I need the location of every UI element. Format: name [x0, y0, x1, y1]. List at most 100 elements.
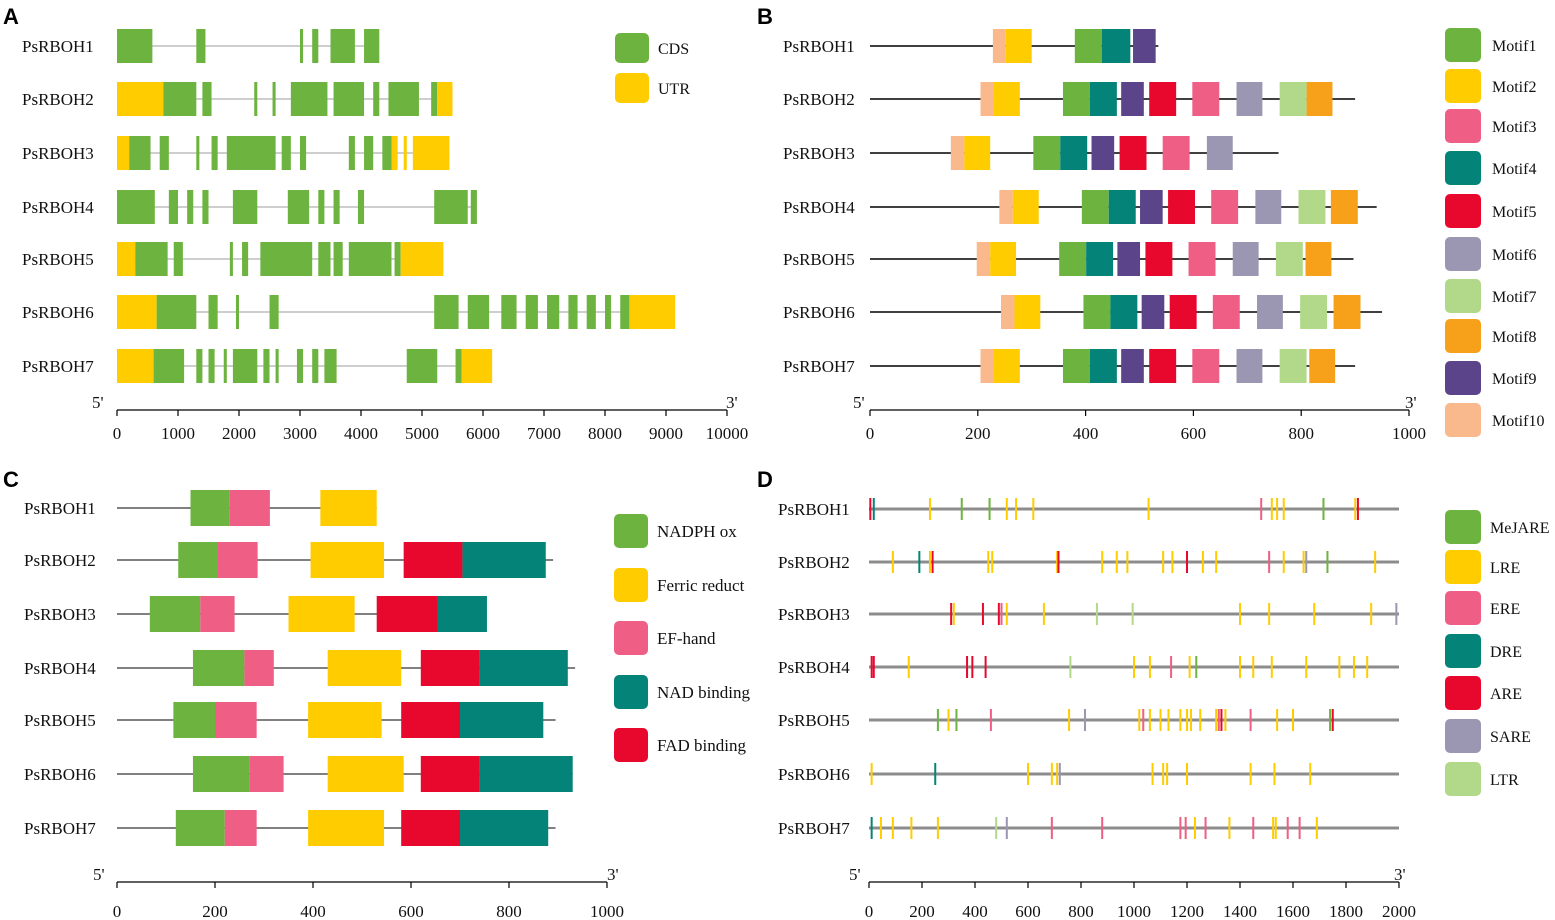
cds-block [348, 136, 355, 170]
lre-site [1239, 656, 1241, 678]
motif3-block [1192, 82, 1220, 116]
motif3-block [1212, 295, 1240, 329]
cds-block [196, 349, 203, 383]
legend-swatch-ferric-reduct [614, 568, 648, 602]
cds-block [202, 82, 212, 116]
motif6-block [1206, 136, 1233, 170]
cds-block [117, 29, 153, 63]
panel-c-row-psrboh2: PsRBOH2 [24, 542, 554, 578]
panel-a-row-psrboh2: PsRBOH2 [22, 82, 453, 116]
motif6-block [1257, 295, 1283, 329]
lre-site [1282, 551, 1285, 573]
cds-block [605, 295, 612, 329]
cds-block [269, 295, 279, 329]
cds-block [394, 242, 401, 276]
ere-site [989, 709, 992, 731]
legend-swatch-motif4 [1445, 151, 1481, 185]
panel-b-row-psrboh5: PsRBOH5 [783, 242, 1354, 276]
motif6-block [1236, 349, 1263, 383]
legend-label-motif5: Motif5 [1492, 204, 1536, 221]
gene-label: PsRBOH4 [778, 658, 850, 677]
gene-label: PsRBOH5 [783, 250, 855, 269]
panel-c-row-psrboh3: PsRBOH3 [24, 596, 487, 632]
legend-swatch-motif5 [1445, 194, 1481, 228]
panel-c-legend: NADPH ox Ferric reduct EF-hand NAD binding F… [614, 514, 751, 762]
cds-block [287, 190, 310, 224]
cds-block [196, 136, 200, 170]
tick-label: 0 [113, 424, 122, 443]
cds-block [232, 190, 258, 224]
cds-block [163, 82, 197, 116]
cds-block [547, 295, 560, 329]
utr-block [117, 136, 130, 170]
utr-block [629, 295, 676, 329]
utr-block [412, 136, 450, 170]
motif1-block [1033, 136, 1061, 170]
lre-site [952, 603, 955, 625]
lre-site [1186, 763, 1188, 785]
cds-block [254, 82, 258, 116]
legend-label-fad-binding: FAD binding [657, 736, 746, 755]
lre-site [1276, 709, 1279, 731]
motif8-block [1305, 242, 1332, 276]
motif10-block [999, 190, 1013, 224]
motif9-block [1091, 136, 1115, 170]
fad-binding-block [420, 650, 480, 686]
ferric-reduct-block [327, 756, 404, 792]
tick-label: 2000 [1382, 902, 1416, 920]
tick-label: 200 [965, 424, 991, 443]
motif2-block [1012, 190, 1039, 224]
ltr-site [1069, 656, 1072, 678]
cds-block [388, 82, 419, 116]
ferric-reduct-block [320, 490, 377, 526]
nadph-ox-block [190, 490, 230, 526]
gene-label: PsRBOH1 [24, 499, 96, 518]
motif4-block [1089, 82, 1117, 116]
ef-hand-block [249, 756, 284, 792]
ere-site [1260, 498, 1263, 520]
panel-a: PsRBOH1 PsRBOH2 PsRBOH3 PsRBOH4 PsRBOH5 PsRBO… [22, 29, 748, 443]
legend-label-motif8: Motif8 [1492, 329, 1536, 346]
lre-site [891, 817, 894, 839]
nadph-ox-block [175, 810, 225, 846]
legend-label-dre: DRE [1490, 644, 1522, 661]
tick-label: 5000 [405, 424, 439, 443]
mejare-site [960, 498, 963, 520]
gene-label: PsRBOH6 [783, 303, 855, 322]
cds-block [153, 349, 185, 383]
legend-swatch-ere [1445, 591, 1481, 625]
lre-site [1186, 709, 1188, 731]
lre-site [1252, 656, 1255, 678]
lre-site [879, 817, 882, 839]
lre-site [1147, 498, 1150, 520]
lre-site [1270, 498, 1273, 520]
tick-label: 1000 [161, 424, 195, 443]
panel-d-row-psrboh2: PsRBOH2 [778, 551, 1399, 573]
tick-label: 0 [865, 902, 874, 920]
fad-binding-block [376, 596, 438, 632]
panel-b-axis: 0 200 400 600 800 1000 5' 3' [853, 393, 1426, 443]
legend-label-motif9: Motif9 [1492, 371, 1536, 388]
lre-site [1126, 551, 1129, 573]
gene-label: PsRBOH1 [783, 37, 855, 56]
motif6-block [1236, 82, 1263, 116]
motif9-block [1121, 82, 1144, 116]
legend-swatch-cds [615, 33, 649, 63]
utr-block [117, 295, 157, 329]
motif5-block [1149, 82, 1177, 116]
motif7-block [1279, 349, 1307, 383]
five-prime-label: 5' [853, 393, 865, 412]
gene-label: PsRBOH7 [783, 357, 855, 376]
tick-label: 4000 [344, 424, 378, 443]
nadph-ox-block [178, 542, 218, 578]
tick-label: 1200 [1170, 902, 1204, 920]
gene-label: PsRBOH3 [783, 144, 855, 163]
dre-site [870, 817, 873, 839]
motif6-block [1232, 242, 1259, 276]
ferric-reduct-block [310, 542, 385, 578]
ere-site [1142, 709, 1145, 731]
panel-a-axis: 0 1000 2000 3000 4000 5000 6000 7000 8000 9000 100… [92, 393, 748, 443]
cds-block [232, 349, 258, 383]
lre-site [1228, 817, 1231, 839]
tick-label: 0 [113, 902, 122, 920]
